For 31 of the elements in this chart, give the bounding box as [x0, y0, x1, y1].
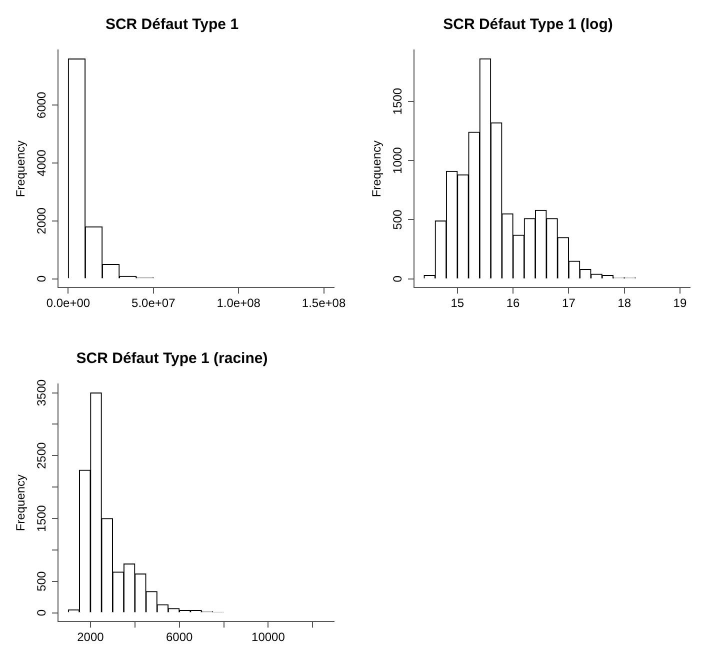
x-tick-label: 16 — [506, 296, 520, 310]
x-tick-label: 19 — [673, 296, 687, 310]
y-tick-label: 0 — [34, 275, 48, 282]
x-tick-label: 17 — [562, 296, 576, 310]
y-tick-label: 0 — [390, 275, 404, 282]
y-tick-label: 500 — [34, 571, 48, 592]
x-tick-label: 1.0e+08 — [216, 296, 261, 310]
y-tick-label: 6000 — [34, 91, 48, 118]
y-tick-label: 1500 — [34, 504, 48, 532]
chart-title: SCR Défaut Type 1 (log) — [443, 16, 613, 34]
x-tick-label: 6000 — [166, 630, 194, 644]
y-tick-label: 1500 — [390, 88, 404, 115]
y-tick-label: 2500 — [34, 442, 48, 470]
x-tick-label: 5.0e+07 — [132, 296, 176, 310]
x-tick-label: 2000 — [77, 630, 104, 644]
y-tick-label: 4000 — [34, 149, 48, 176]
x-tick-label: 10000 — [252, 630, 286, 644]
x-tick-label: 18 — [618, 296, 632, 310]
y-axis-title: Frequency — [14, 140, 28, 198]
y-tick-label: 3500 — [34, 379, 48, 406]
x-tick-label: 1.5e+08 — [302, 296, 346, 310]
chart-title: SCR Défaut Type 1 (racine) — [76, 350, 268, 368]
x-tick-label: 15 — [450, 296, 464, 310]
y-tick-label: 500 — [390, 209, 404, 230]
y-axis-title: Frequency — [370, 140, 384, 198]
chart-title: SCR Défaut Type 1 — [105, 16, 239, 34]
y-tick-label: 0 — [34, 609, 48, 616]
y-tick-label: 1000 — [390, 146, 404, 174]
y-axis-title: Frequency — [14, 474, 28, 532]
x-tick-label: 0.0e+00 — [46, 296, 90, 310]
y-tick-label: 2000 — [34, 207, 48, 234]
